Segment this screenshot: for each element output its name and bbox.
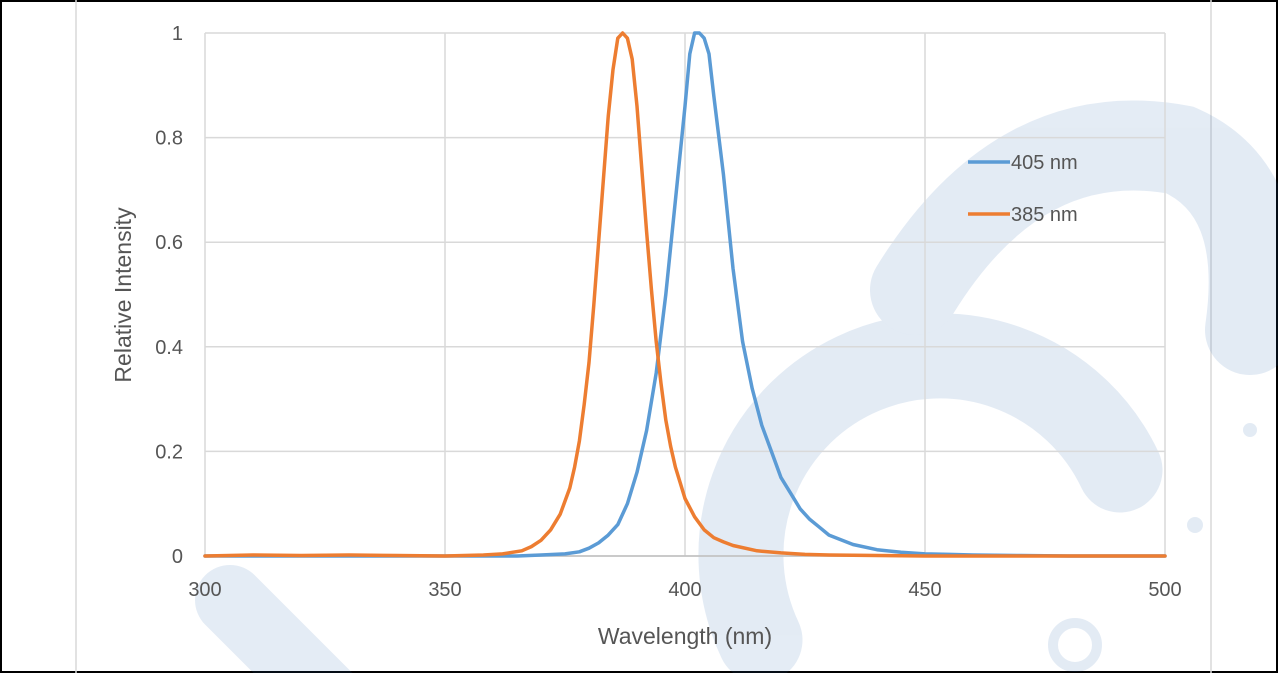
series-line-0 xyxy=(203,31,1167,558)
x-tick-label: 450 xyxy=(908,579,941,601)
series-layer xyxy=(203,31,1167,558)
x-tick-label: 350 xyxy=(428,579,461,601)
x-tick-label: 500 xyxy=(1148,579,1181,601)
legend: 405 nm 385 nm xyxy=(968,152,1078,226)
tick-labels: 0 0.2 0.4 0.6 0.8 1 300 350 400 450 500 xyxy=(155,23,1182,601)
x-tick-label: 400 xyxy=(668,579,701,601)
y-tick-label: 0.4 xyxy=(155,337,183,359)
y-axis-title: Relative Intensity xyxy=(110,207,136,383)
y-tick-label: 0.8 xyxy=(155,128,183,150)
y-tick-label: 0.2 xyxy=(155,441,183,463)
y-tick-label: 1 xyxy=(172,23,183,45)
series-line-1 xyxy=(203,31,1167,558)
y-tick-label: 0.6 xyxy=(155,232,183,254)
x-tick-label: 300 xyxy=(188,579,221,601)
x-axis-title: Wavelength (nm) xyxy=(598,623,772,649)
y-tick-label: 0 xyxy=(172,546,183,568)
legend-label-1: 385 nm xyxy=(1011,204,1078,226)
legend-label-0: 405 nm xyxy=(1011,152,1078,174)
